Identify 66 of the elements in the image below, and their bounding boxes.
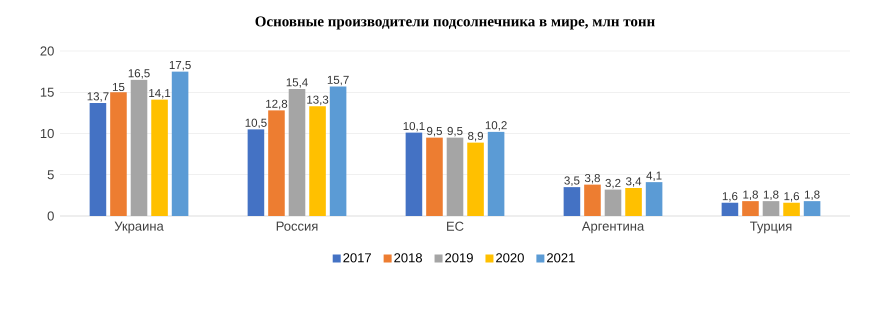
bar (268, 110, 285, 216)
bar (446, 138, 464, 216)
bar (625, 188, 642, 216)
bar (110, 92, 127, 216)
y-tick-label: 10 (40, 128, 54, 138)
data-label: 4,1 (646, 172, 662, 181)
bar (406, 132, 422, 216)
bar (722, 202, 738, 216)
y-tick-label: 20 (40, 46, 54, 56)
chart-title: Основные производители подсолнечника в мире, млн тонн (256, 16, 655, 30)
bar (90, 102, 106, 216)
bar (604, 190, 622, 216)
bar (646, 182, 662, 216)
data-label: 14,1 (149, 89, 170, 98)
bar (426, 138, 443, 216)
x-tick-label: Аргентина (582, 222, 644, 234)
bar (742, 201, 759, 216)
legend-label: 2018 (394, 253, 422, 262)
legend-label: 2019 (445, 253, 473, 262)
x-tick-label: Турция (750, 222, 792, 234)
data-label: 16,5 (128, 69, 150, 79)
legend-label: 2021 (547, 253, 575, 262)
bar (804, 201, 820, 216)
bar (488, 132, 504, 216)
bar (783, 202, 800, 216)
data-label: 3,5 (564, 176, 580, 186)
legend-label: 2017 (343, 253, 371, 262)
bar (130, 80, 148, 216)
data-label: 3,8 (584, 174, 600, 184)
bar (151, 100, 168, 216)
bar (584, 184, 601, 216)
data-label: 1,6 (784, 192, 800, 202)
data-label: 8,9 (468, 132, 483, 142)
data-label: 10,5 (246, 118, 267, 128)
data-label: 13,7 (88, 92, 109, 102)
legend-label: 2020 (496, 253, 524, 262)
data-label: 1,8 (764, 190, 778, 200)
bar (309, 106, 326, 216)
bar (172, 72, 188, 216)
data-label: 15 (112, 83, 124, 92)
data-label: 10,2 (486, 121, 507, 131)
data-label: 15,4 (286, 78, 308, 88)
data-label: 9,5 (448, 126, 463, 136)
data-label: 3,2 (605, 178, 620, 188)
data-label: 13,3 (307, 96, 328, 106)
bar (564, 187, 580, 216)
bar (288, 88, 306, 216)
data-label: 9,5 (427, 126, 442, 136)
data-label: 17,5 (170, 61, 191, 70)
data-label: 1,8 (743, 190, 758, 200)
bar (762, 201, 780, 216)
bar (248, 129, 264, 216)
data-label: 15,7 (328, 76, 349, 86)
x-tick-label: Россия (276, 222, 318, 231)
bar (467, 142, 484, 216)
data-label: 3,4 (626, 177, 642, 187)
x-tick-label: ЕС (447, 222, 464, 231)
data-label: 1,8 (804, 190, 820, 200)
bar (330, 86, 346, 216)
x-tick-label: Украина (114, 222, 164, 234)
data-label: 12,8 (266, 100, 288, 110)
data-label: 1,6 (722, 192, 738, 202)
y-tick-label: 0 (48, 211, 54, 221)
y-tick-label: 5 (48, 170, 54, 180)
data-label: 10,1 (404, 122, 425, 132)
y-tick-label: 15 (40, 88, 54, 97)
